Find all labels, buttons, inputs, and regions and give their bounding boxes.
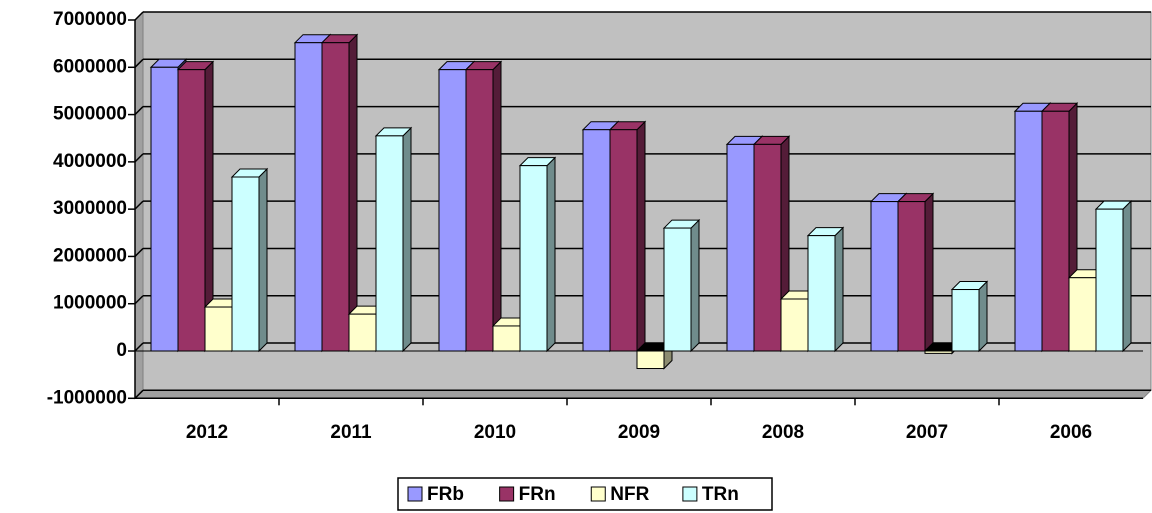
grid-line-side bbox=[134, 295, 144, 305]
legend-label: FRb bbox=[427, 484, 464, 505]
bar-side bbox=[978, 280, 988, 353]
y-tick-label: 6000000 bbox=[53, 56, 127, 77]
bar bbox=[753, 143, 782, 352]
grid-line-side bbox=[134, 342, 144, 352]
bar bbox=[1041, 110, 1070, 352]
bar bbox=[492, 325, 521, 352]
x-tick-label: 2012 bbox=[186, 422, 228, 443]
grid-line-side bbox=[134, 247, 144, 257]
legend-label: FRn bbox=[519, 484, 556, 505]
bar bbox=[375, 135, 404, 352]
y-tick-label: 4000000 bbox=[53, 151, 127, 172]
grid-line-side bbox=[134, 106, 144, 116]
bar bbox=[726, 143, 755, 352]
legend-box bbox=[397, 477, 773, 511]
bar-side bbox=[636, 120, 646, 353]
legend-label: TRn bbox=[702, 484, 739, 505]
bar-side bbox=[924, 192, 934, 353]
y-tick-label: 0 bbox=[116, 340, 127, 361]
bar bbox=[348, 313, 377, 352]
bar bbox=[663, 227, 692, 352]
bar-side bbox=[258, 167, 268, 353]
bar-side bbox=[348, 33, 358, 353]
legend-swatch bbox=[590, 486, 606, 502]
y-tick-label: -1000000 bbox=[47, 387, 127, 408]
y-tick-label: 2000000 bbox=[53, 245, 127, 266]
bar bbox=[780, 298, 809, 352]
bar bbox=[177, 69, 206, 352]
bar-side bbox=[690, 218, 700, 353]
bar-side bbox=[492, 60, 502, 353]
bar bbox=[807, 235, 836, 352]
grid-line-side bbox=[134, 58, 144, 68]
legend-swatch bbox=[499, 486, 515, 502]
legend-swatch bbox=[407, 486, 423, 502]
grid-line-side bbox=[134, 200, 144, 210]
x-tick-label: 2011 bbox=[330, 422, 372, 443]
bar bbox=[636, 350, 665, 370]
bar bbox=[951, 289, 980, 352]
bar bbox=[1068, 277, 1097, 352]
y-tick-label: 5000000 bbox=[53, 104, 127, 125]
bar bbox=[465, 69, 494, 352]
floor bbox=[133, 389, 1152, 399]
y-tick-label: 3000000 bbox=[53, 198, 127, 219]
bar bbox=[204, 306, 233, 352]
bar-side bbox=[546, 156, 556, 353]
bar bbox=[582, 129, 611, 352]
grid-line-side bbox=[134, 153, 144, 163]
x-tick-label: 2007 bbox=[906, 422, 948, 443]
legend-swatch bbox=[682, 486, 698, 502]
bar bbox=[294, 42, 323, 352]
x-tick-label: 2006 bbox=[1050, 422, 1092, 443]
x-tick-label: 2008 bbox=[762, 422, 804, 443]
bar bbox=[150, 66, 179, 352]
grid-line-side bbox=[134, 11, 144, 21]
bar bbox=[231, 176, 260, 352]
legend-label: NFR bbox=[610, 484, 649, 505]
bar bbox=[438, 69, 467, 352]
bar-side bbox=[402, 126, 412, 353]
bar bbox=[897, 201, 926, 352]
bar-side bbox=[1122, 199, 1132, 353]
grid-line-side bbox=[134, 389, 144, 399]
bar bbox=[1095, 208, 1124, 352]
bar-side bbox=[834, 226, 844, 353]
bar bbox=[870, 201, 899, 352]
y-tick-label: 1000000 bbox=[53, 293, 127, 314]
y-tick-label: 7000000 bbox=[53, 9, 127, 30]
x-tick-label: 2010 bbox=[474, 422, 516, 443]
bar bbox=[609, 129, 638, 352]
x-tick-label: 2009 bbox=[618, 422, 660, 443]
bar bbox=[1014, 110, 1043, 352]
bar bbox=[321, 42, 350, 352]
bar bbox=[519, 165, 548, 352]
